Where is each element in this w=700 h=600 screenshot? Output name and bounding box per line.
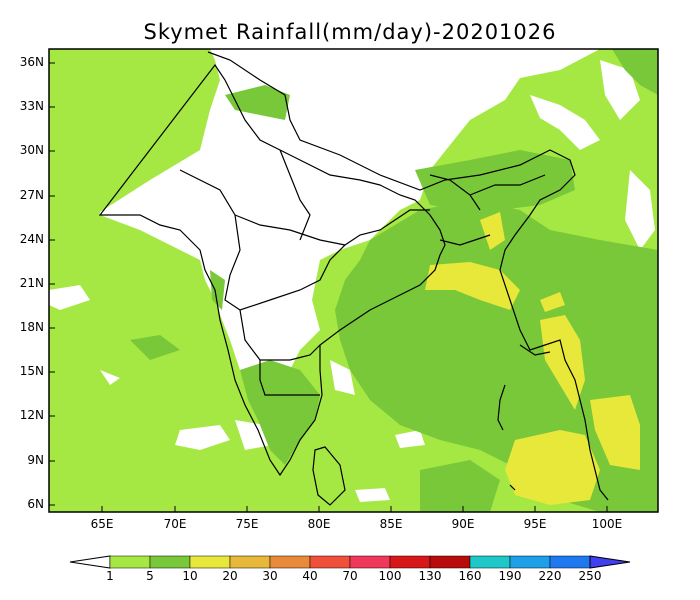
lon-label-75e: 75E <box>235 517 259 531</box>
colorbar-segment <box>509 555 551 569</box>
boundaries <box>98 51 609 506</box>
lon-label-65e: 65E <box>90 517 114 531</box>
colorbar-label: 190 <box>498 569 522 583</box>
heavy-rain-areas <box>425 212 640 505</box>
colorbar-segment <box>429 555 471 569</box>
colorbar-segment <box>229 555 271 569</box>
map-title: Skymet Rainfall(mm/day)-20201026 <box>143 20 557 44</box>
colorbar-segment <box>109 555 151 569</box>
lon-label-85e: 85E <box>379 517 403 531</box>
lon-label-100e: 100E <box>591 517 623 531</box>
lon-label-95e: 95E <box>523 517 547 531</box>
colorbar-label: 160 <box>458 569 482 583</box>
colorbar <box>69 555 631 569</box>
lon-label-80e: 80E <box>307 517 331 531</box>
colorbar-segment <box>269 555 311 569</box>
colorbar-segment <box>349 555 391 569</box>
colorbar-label: 130 <box>418 569 442 583</box>
lat-label-21n: 21N <box>19 276 44 290</box>
colorbar-label: 5 <box>146 569 154 583</box>
colorbar-label: 40 <box>302 569 318 583</box>
lat-label-12n: 12N <box>19 408 44 422</box>
lat-label-9n: 9N <box>27 453 44 467</box>
colorbar-label: 1 <box>106 569 114 583</box>
colorbar-label: 250 <box>578 569 602 583</box>
colorbar-label: 100 <box>378 569 402 583</box>
dry-areas <box>49 49 655 502</box>
colorbar-segment <box>389 555 431 569</box>
lon-label-70e: 70E <box>163 517 187 531</box>
lat-label-30n: 30N <box>19 143 44 157</box>
colorbar-label: 20 <box>222 569 238 583</box>
lat-label-24n: 24N <box>19 232 44 246</box>
colorbar-label: 10 <box>182 569 198 583</box>
lon-label-90e: 90E <box>451 517 475 531</box>
colorbar-segment <box>469 555 511 569</box>
colorbar-segment <box>309 555 351 569</box>
lat-label-33n: 33N <box>19 99 44 113</box>
lat-label-15n: 15N <box>19 364 44 378</box>
lat-label-6n: 6N <box>27 497 44 511</box>
colorbar-segment <box>69 555 111 569</box>
colorbar-label: 220 <box>538 569 562 583</box>
lat-label-36n: 36N <box>19 55 44 69</box>
colorbar-segment <box>589 555 631 569</box>
colorbar-segment <box>549 555 591 569</box>
colorbar-segment <box>149 555 191 569</box>
lat-label-27n: 27N <box>19 188 44 202</box>
axis-ticks <box>49 62 608 512</box>
colorbar-label: 70 <box>342 569 358 583</box>
colorbar-segment <box>189 555 231 569</box>
colorbar-label: 30 <box>262 569 278 583</box>
plot-frame <box>48 48 659 513</box>
lat-label-18n: 18N <box>19 320 44 334</box>
